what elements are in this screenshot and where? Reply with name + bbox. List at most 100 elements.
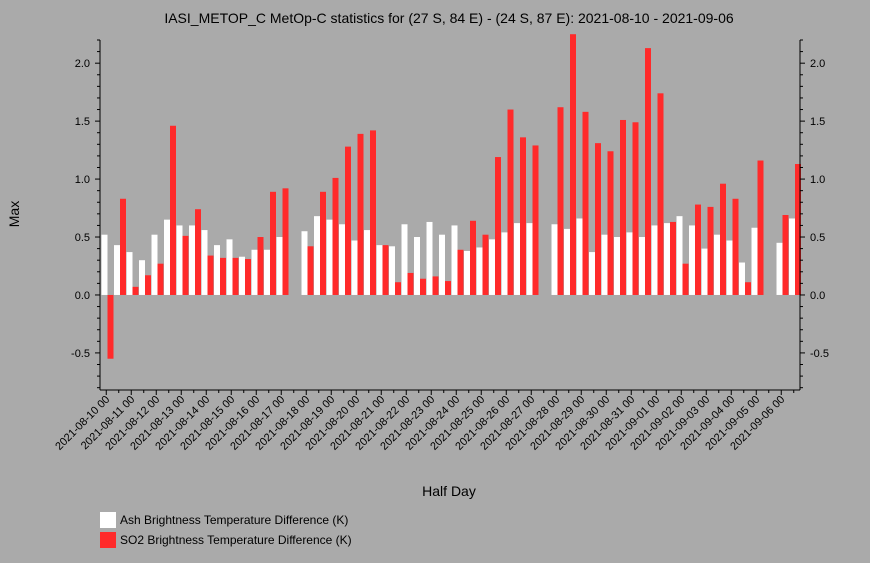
- so2-bar: [457, 249, 464, 295]
- ash-bar: [201, 230, 208, 295]
- ash-bar: [414, 237, 420, 295]
- so2-bar: [795, 164, 801, 295]
- ash-bar: [714, 234, 720, 295]
- so2-bar: [245, 259, 251, 295]
- so2-bar: [382, 245, 389, 295]
- ash-bar: [464, 250, 470, 295]
- so2-bar: [207, 255, 214, 295]
- y-ticks-left: -0.5 0.0 0.5 1.0 1.5 2.0: [71, 39, 100, 389]
- ash-bar: [351, 240, 358, 295]
- ash-bar: [364, 230, 370, 295]
- ash-bar: [251, 249, 258, 295]
- x-axis-label: Half Day: [422, 483, 476, 499]
- so2-bar: [145, 275, 151, 295]
- y-tick-label-left: 1.5: [75, 116, 90, 128]
- so2-bar: [670, 221, 676, 295]
- legend-swatch-ash: [100, 512, 116, 528]
- so2-bar: [195, 209, 201, 295]
- so2-bar: [732, 198, 739, 295]
- y-tick-label-right: 1.0: [810, 174, 825, 186]
- ash-bar: [564, 228, 570, 295]
- y-ticks-right: -0.5 0.0 0.5 1.0 1.5 2.0: [800, 39, 829, 389]
- ash-bar: [276, 237, 283, 295]
- ash-bar: [451, 225, 458, 295]
- ash-bar: [101, 234, 108, 295]
- so2-bar: [595, 143, 601, 295]
- so2-bar: [620, 119, 626, 295]
- ash-bar: [139, 260, 145, 295]
- y-tick-label-left: 2.0: [75, 58, 90, 70]
- ash-bar: [189, 225, 195, 295]
- ash-bar: [301, 231, 308, 295]
- ash-bar: [389, 246, 395, 295]
- so2-bar: [170, 125, 176, 295]
- ash-bar: [114, 245, 120, 295]
- ash-bar: [639, 237, 645, 295]
- ash-bar: [239, 256, 245, 295]
- ash-bar: [576, 218, 583, 295]
- y-tick-label-left: 0.5: [75, 232, 90, 244]
- y-tick-label-right: -0.5: [810, 348, 829, 360]
- ash-bar: [526, 223, 533, 295]
- so2-bar: [120, 198, 126, 295]
- ash-bar: [176, 225, 183, 295]
- ash-bar: [551, 224, 558, 295]
- so2-bar: [257, 237, 264, 295]
- so2-bar: [307, 246, 314, 295]
- so2-bar: [532, 145, 539, 295]
- bars: [101, 34, 801, 359]
- so2-bar: [782, 215, 789, 295]
- so2-bar: [345, 146, 351, 295]
- ash-bar: [489, 239, 495, 295]
- ash-bar: [264, 249, 270, 295]
- so2-bar: [495, 157, 501, 295]
- y-tick-label-left: 0.0: [75, 290, 90, 302]
- ash-bar: [401, 224, 408, 295]
- so2-bar: [482, 234, 489, 295]
- ash-bar: [651, 225, 658, 295]
- ash-bar: [701, 248, 708, 295]
- ash-bar: [339, 224, 345, 295]
- ash-bar: [739, 262, 745, 295]
- so2-bar: [157, 263, 164, 295]
- ash-bar: [776, 242, 783, 295]
- ash-bar: [614, 237, 620, 295]
- y-tick-label-left: -0.5: [71, 348, 90, 360]
- ash-bar: [601, 234, 608, 295]
- ash-bar: [501, 232, 508, 295]
- so2-bar: [645, 48, 651, 295]
- so2-bar: [682, 263, 689, 295]
- y-tick-label-left: 1.0: [75, 174, 90, 186]
- so2-bar: [357, 133, 364, 295]
- ash-bar: [589, 252, 595, 295]
- so2-bar: [757, 160, 764, 295]
- so2-bar: [320, 191, 326, 295]
- ash-bar: [426, 221, 433, 295]
- so2-bar: [695, 204, 701, 295]
- so2-bar: [220, 257, 226, 295]
- ash-bar: [126, 252, 133, 295]
- so2-bar: [570, 34, 576, 295]
- so2-bar: [520, 137, 526, 295]
- so2-bar: [107, 294, 114, 359]
- so2-bar: [182, 235, 189, 295]
- y-tick-label-right: 0.5: [810, 232, 825, 244]
- so2-bar: [507, 109, 514, 295]
- ash-bar: [326, 219, 333, 295]
- ash-bar: [751, 227, 758, 295]
- legend-label-ash: Ash Brightness Temperature Difference (K…: [120, 513, 349, 527]
- ash-bar: [164, 219, 170, 295]
- legend-swatch-so2: [100, 532, 116, 548]
- ash-bar: [689, 225, 695, 295]
- so2-bar: [432, 276, 439, 295]
- y-tick-label-right: 2.0: [810, 58, 825, 70]
- so2-bar: [745, 282, 751, 295]
- ash-bar: [664, 223, 670, 295]
- so2-bar: [270, 191, 276, 295]
- so2-bar: [720, 183, 726, 295]
- chart-title: IASI_METOP_C MetOp-C statistics for (27 …: [164, 10, 734, 26]
- ash-bar: [726, 240, 733, 295]
- y-tick-label-right: 0.0: [810, 290, 825, 302]
- so2-bar: [332, 177, 339, 295]
